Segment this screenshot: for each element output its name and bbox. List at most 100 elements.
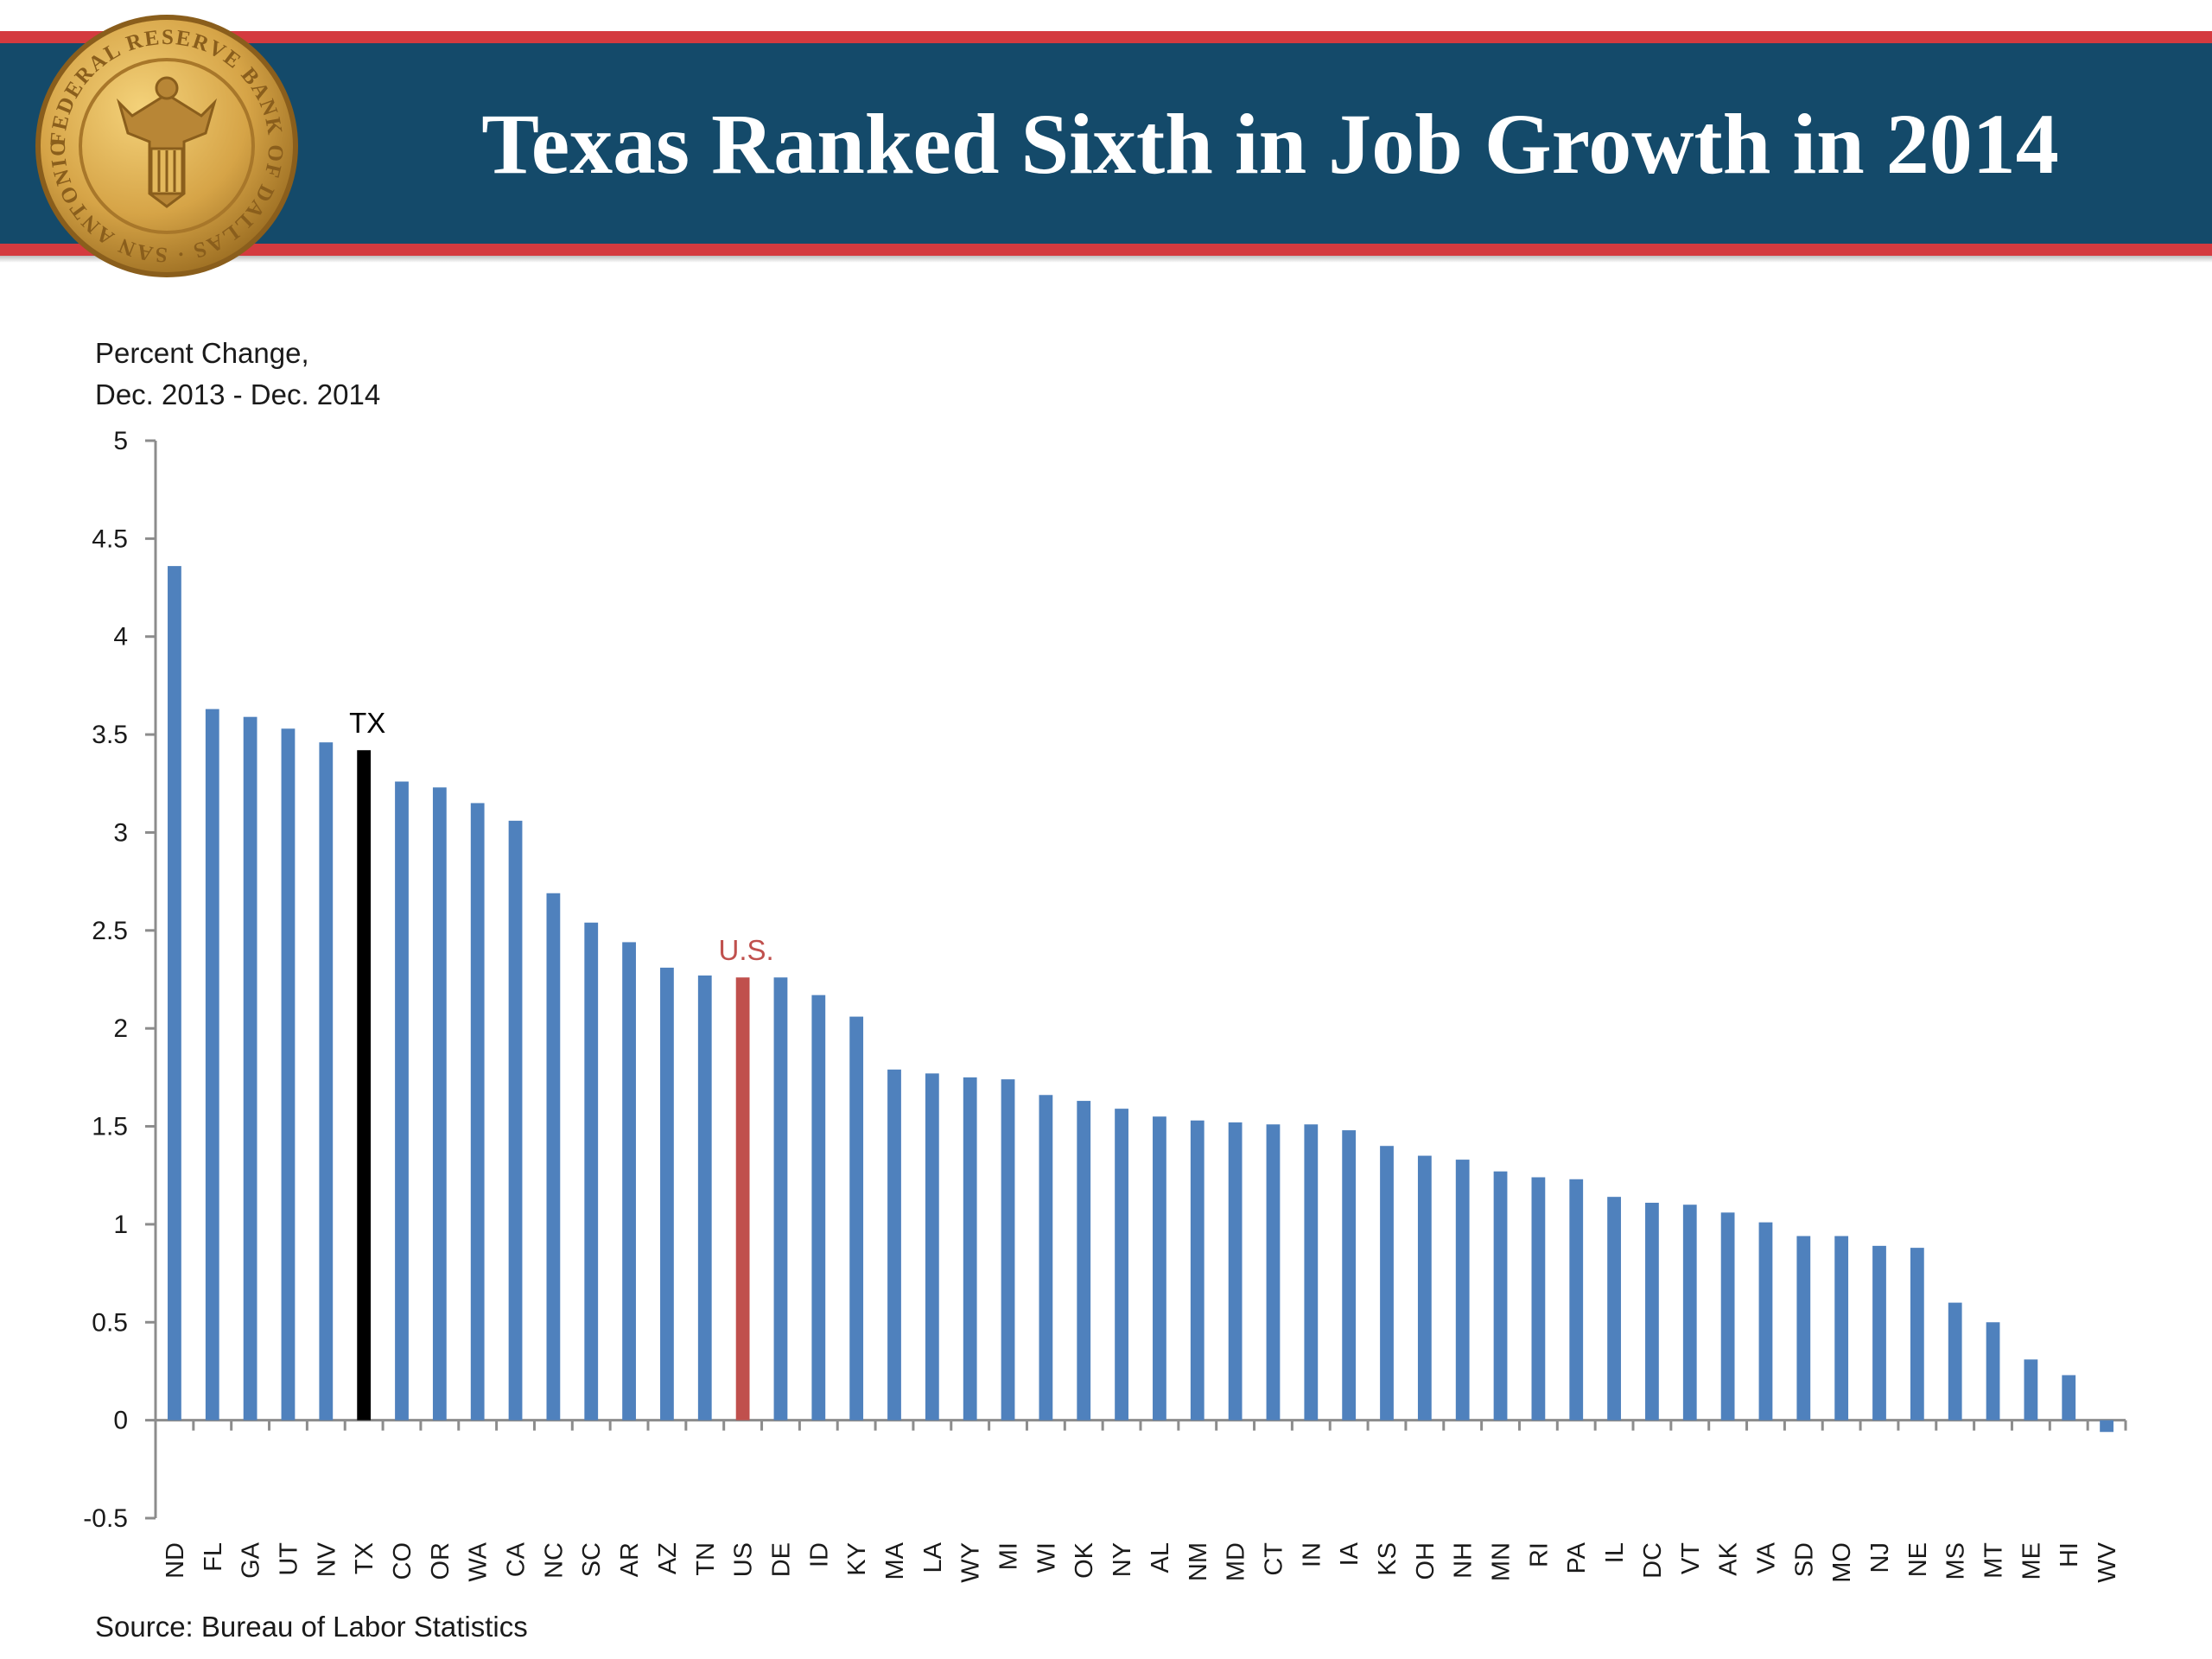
bar-sc bbox=[584, 922, 599, 1421]
x-tick-label-nm: NM bbox=[1185, 1542, 1212, 1581]
x-tick-label-ar: AR bbox=[616, 1542, 644, 1577]
x-tick-label-va: VA bbox=[1752, 1541, 1780, 1573]
x-tick-label-co: CO bbox=[389, 1542, 416, 1580]
y-tick-label: 4.5 bbox=[92, 524, 128, 553]
x-tick-label-ks: KS bbox=[1374, 1542, 1402, 1576]
bar-wi bbox=[1039, 1095, 1053, 1421]
x-tick-label-or: OR bbox=[427, 1542, 454, 1580]
bar-ga bbox=[243, 716, 257, 1421]
x-tick-label-md: MD bbox=[1223, 1542, 1250, 1581]
federal-reserve-seal-icon: FEDERAL RESERVE BANK OF DALLAS · SAN ANT… bbox=[33, 12, 298, 277]
x-tick-label-wv: WV bbox=[2094, 1541, 2121, 1582]
bar-nj bbox=[1872, 1245, 1886, 1421]
bar-de bbox=[773, 977, 788, 1421]
bar-mo bbox=[1834, 1236, 1849, 1421]
x-tick-label-sc: SC bbox=[578, 1542, 606, 1577]
bar-or bbox=[432, 787, 447, 1421]
x-tick-label-oh: OH bbox=[1412, 1542, 1440, 1580]
y-tick-label: -0.5 bbox=[83, 1504, 128, 1533]
x-tick-label-ct: CT bbox=[1260, 1542, 1287, 1576]
bar-ri bbox=[1531, 1177, 1546, 1421]
x-tick-label-fl: FL bbox=[200, 1542, 227, 1572]
bar-ar bbox=[622, 942, 636, 1421]
bar-id bbox=[811, 995, 826, 1421]
x-tick-label-nc: NC bbox=[540, 1542, 568, 1579]
y-axis-label: Percent Change, Dec. 2013 - Dec. 2014 bbox=[95, 333, 700, 416]
bar-la bbox=[925, 1073, 939, 1421]
x-tick-label-dc: DC bbox=[1639, 1542, 1667, 1579]
x-tick-label-ny: NY bbox=[1109, 1542, 1136, 1577]
bar-vt bbox=[1682, 1205, 1697, 1421]
x-tick-label-mo: MO bbox=[1828, 1542, 1856, 1583]
y-tick-label: 3.5 bbox=[92, 721, 128, 749]
x-tick-label-ca: CA bbox=[503, 1541, 531, 1577]
x-tick-label-ak: AK bbox=[1715, 1541, 1743, 1575]
y-tick-label: 5 bbox=[113, 427, 128, 455]
y-tick-label: 1 bbox=[113, 1211, 128, 1239]
bar-va bbox=[1758, 1222, 1773, 1421]
bar-sd bbox=[1796, 1236, 1811, 1421]
bar-me bbox=[2024, 1359, 2038, 1421]
bar-nm bbox=[1190, 1120, 1205, 1421]
bar-ms bbox=[1948, 1302, 1962, 1421]
x-tick-label-ri: RI bbox=[1525, 1542, 1553, 1567]
x-tick-label-il: IL bbox=[1601, 1542, 1629, 1563]
bar-nd bbox=[168, 566, 181, 1421]
banner-bottom-stripe bbox=[0, 244, 2212, 256]
bar-tx bbox=[357, 750, 372, 1421]
x-tick-label-al: AL bbox=[1147, 1542, 1174, 1573]
x-tick-label-in: IN bbox=[1298, 1542, 1325, 1567]
x-tick-label-wy: WY bbox=[957, 1542, 985, 1583]
x-tick-label-id: ID bbox=[805, 1542, 833, 1567]
bar-ca bbox=[508, 820, 523, 1421]
x-tick-label-ia: IA bbox=[1336, 1541, 1363, 1566]
bar-nh bbox=[1455, 1160, 1470, 1421]
bar-mn bbox=[1493, 1171, 1508, 1421]
bar-wv bbox=[2100, 1420, 2113, 1433]
bar-co bbox=[395, 781, 409, 1421]
x-tick-label-pa: PA bbox=[1563, 1541, 1591, 1573]
x-tick-label-wa: WA bbox=[465, 1541, 493, 1581]
y-axis-label-line-2: Dec. 2013 - Dec. 2014 bbox=[95, 378, 381, 410]
x-tick-label-ok: OK bbox=[1071, 1541, 1098, 1579]
bar-ma bbox=[887, 1069, 901, 1421]
bar-us bbox=[735, 977, 750, 1421]
x-tick-label-hi: HI bbox=[2056, 1542, 2083, 1567]
x-tick-label-mn: MN bbox=[1488, 1542, 1516, 1581]
x-tick-label-mt: MT bbox=[1980, 1542, 2008, 1579]
x-tick-label-ms: MS bbox=[1942, 1542, 1970, 1580]
bar-wa bbox=[470, 803, 485, 1421]
x-tick-label-ut: UT bbox=[275, 1542, 302, 1576]
bar-ia bbox=[1342, 1130, 1357, 1421]
bar-pa bbox=[1569, 1179, 1584, 1421]
y-tick-label: 1.5 bbox=[92, 1113, 128, 1141]
header-banner bbox=[0, 43, 2212, 244]
bar-ok bbox=[1077, 1101, 1091, 1421]
x-tick-label-de: DE bbox=[767, 1542, 795, 1577]
bar-ne bbox=[1910, 1248, 1924, 1421]
x-tick-label-la: LA bbox=[919, 1541, 947, 1573]
y-tick-label: 4 bbox=[113, 623, 128, 652]
x-tick-label-wi: WI bbox=[1033, 1542, 1060, 1573]
bar-wy bbox=[963, 1077, 977, 1421]
x-tick-label-sd: SD bbox=[1790, 1542, 1818, 1577]
source-note: Source: Bureau of Labor Statistics bbox=[95, 1611, 528, 1643]
bar-il bbox=[1607, 1197, 1621, 1421]
y-tick-label: 0 bbox=[113, 1407, 128, 1435]
bar-al bbox=[1153, 1116, 1166, 1421]
bar-fl bbox=[205, 709, 219, 1421]
y-axis-label-line-1: Percent Change, bbox=[95, 337, 309, 369]
y-tick-label: 3 bbox=[113, 818, 128, 847]
bar-az bbox=[660, 967, 674, 1421]
x-tick-label-vt: VT bbox=[1677, 1542, 1705, 1574]
bar-in bbox=[1304, 1124, 1319, 1421]
x-tick-label-ne: NE bbox=[1904, 1542, 1932, 1577]
x-tick-label-ga: GA bbox=[238, 1541, 265, 1579]
x-tick-label-nd: ND bbox=[162, 1542, 189, 1579]
x-tick-label-az: AZ bbox=[654, 1542, 682, 1574]
banner-top-stripe bbox=[0, 31, 2212, 43]
bar-mt bbox=[1986, 1322, 2000, 1421]
bar-ky bbox=[849, 1016, 864, 1421]
bar-ny bbox=[1115, 1109, 1128, 1421]
